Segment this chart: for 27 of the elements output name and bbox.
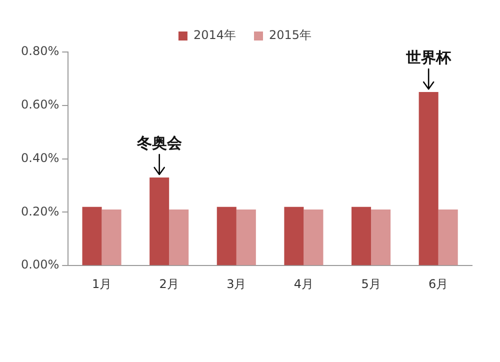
- bar: [418, 92, 438, 266]
- bar: [284, 206, 304, 266]
- y-tick-label: 0.40%: [20, 150, 60, 165]
- x-tick-label: 1月: [92, 276, 112, 291]
- x-tick-label: 6月: [428, 276, 448, 291]
- bar: [82, 206, 102, 266]
- legend-label: 2015年: [269, 28, 312, 42]
- bar: [150, 177, 170, 266]
- legend-label: 2014年: [193, 28, 236, 42]
- annotation: 冬奥会: [136, 134, 183, 152]
- bar: [169, 210, 189, 266]
- y-tick-label: 0.80%: [20, 44, 60, 58]
- x-tick-label: 2月: [159, 276, 179, 291]
- y-tick-label: 0.00%: [20, 258, 60, 272]
- bar: [236, 210, 256, 266]
- y-tick-label: 0.60%: [20, 98, 60, 112]
- bar: [352, 206, 372, 266]
- annotation: 世界杯: [405, 48, 452, 66]
- x-tick-label: 3月: [226, 276, 246, 291]
- bar: [304, 210, 324, 266]
- bar: [438, 210, 458, 266]
- x-tick-label: 5月: [361, 276, 381, 291]
- y-tick-label: 0.20%: [20, 204, 60, 218]
- bar: [371, 210, 391, 266]
- bar: [102, 210, 122, 266]
- bar: [216, 206, 236, 266]
- x-tick-label: 4月: [294, 276, 314, 291]
